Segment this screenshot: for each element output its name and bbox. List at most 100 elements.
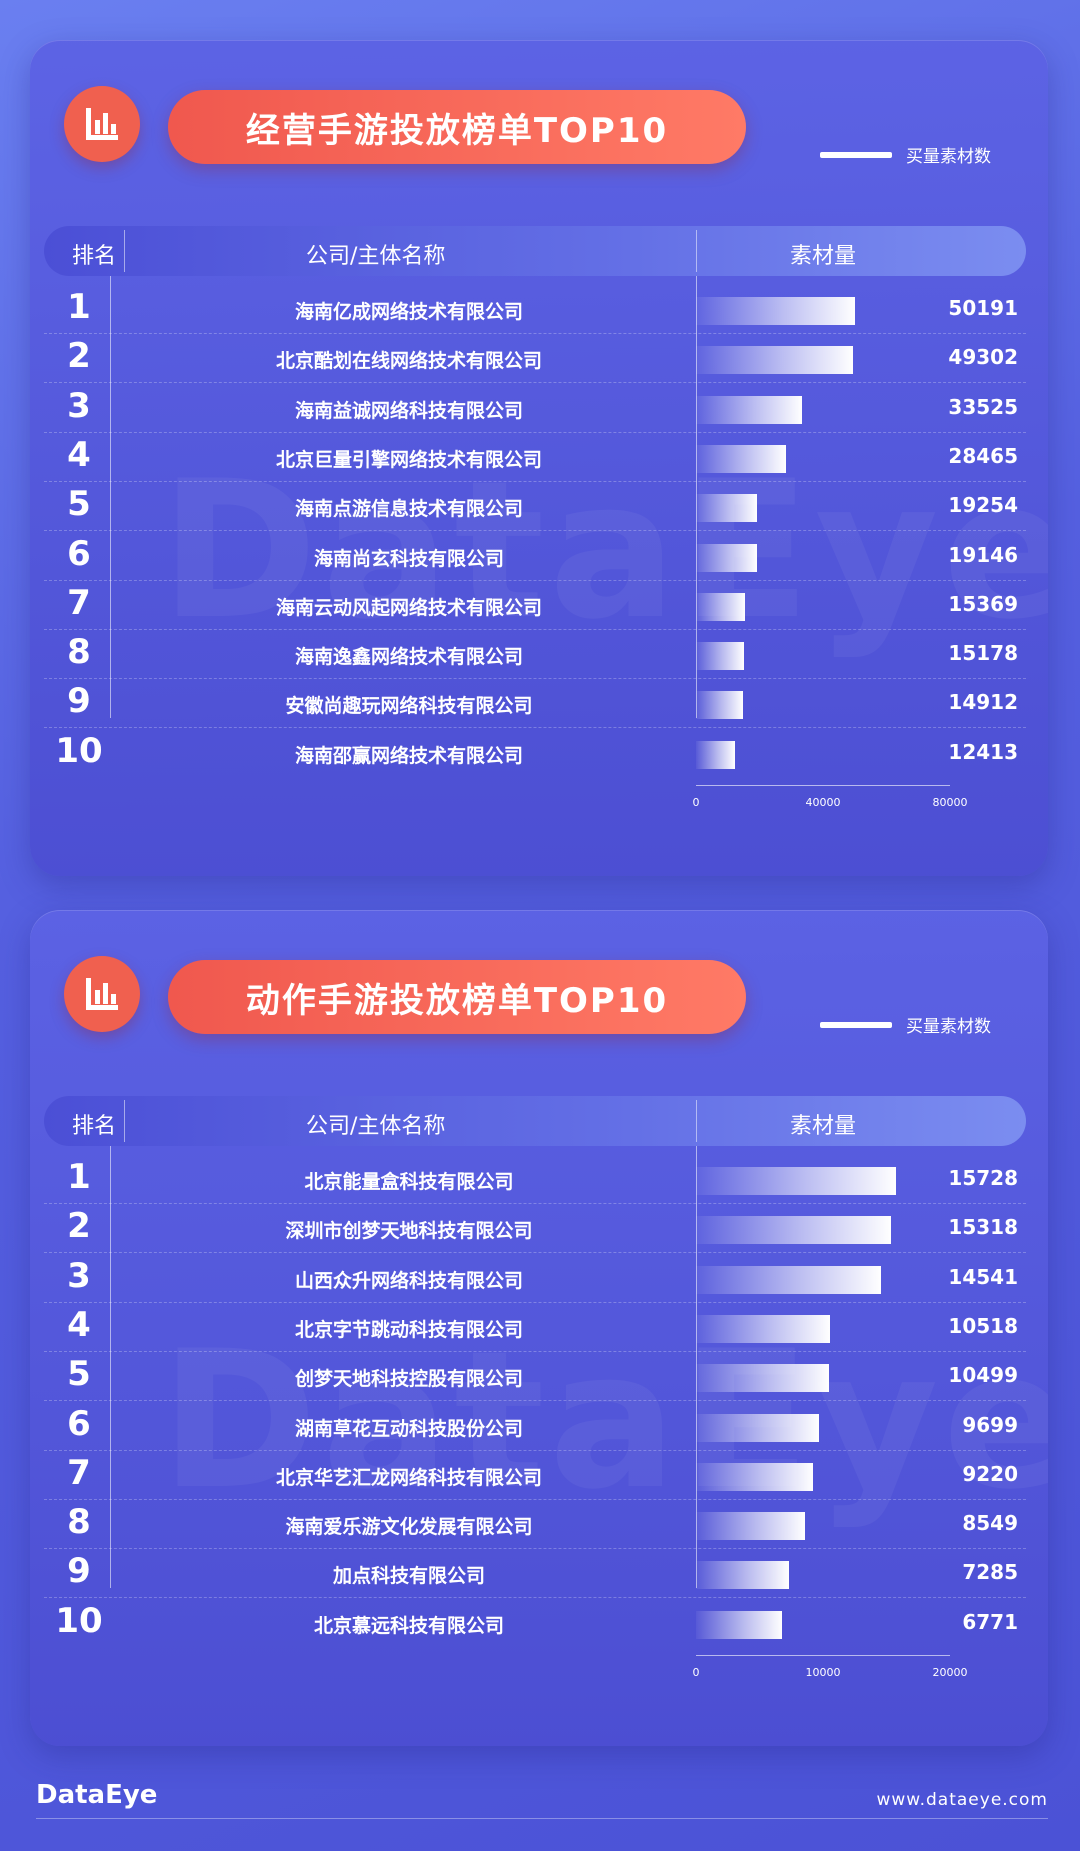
company-name: 安徽尚趣玩网络科技有限公司	[285, 695, 533, 718]
value-label: 10518	[948, 1313, 1018, 1338]
header-divider	[124, 230, 125, 272]
header-divider	[696, 1100, 697, 1142]
rank-number: 10	[55, 1600, 103, 1641]
rank-number: 6	[67, 1403, 91, 1444]
company-name: 海南邵赢网络技术有限公司	[294, 744, 523, 767]
legend-label: 买量素材数	[906, 147, 991, 167]
row-divider	[44, 628, 1026, 630]
row-divider	[44, 382, 1026, 384]
table-row: 10 海南邵赢网络技术有限公司 12413	[44, 729, 1026, 778]
bar	[696, 1512, 805, 1541]
row-divider	[44, 431, 1026, 433]
rank-number: 7	[67, 1452, 91, 1493]
value-label: 33525	[948, 394, 1018, 419]
company-name: 北京字节跳动科技有限公司	[294, 1318, 523, 1341]
row-divider	[44, 480, 1026, 482]
bar	[696, 642, 745, 671]
table-header: 排名 公司/主体名称 素材量	[44, 226, 1026, 276]
value-label: 15318	[948, 1215, 1018, 1240]
value-label: 7285	[962, 1560, 1018, 1585]
company-name: 北京慕远科技有限公司	[313, 1614, 504, 1637]
table-row: 10 北京慕远科技有限公司 6771	[44, 1599, 1026, 1648]
value-label: 10499	[948, 1363, 1018, 1388]
footer-logo: DataEye	[36, 1780, 158, 1810]
table-header: 排名 公司/主体名称 素材量	[44, 1096, 1026, 1146]
company-name: 北京华艺汇龙网络科技有限公司	[275, 1466, 542, 1489]
company-name: 海南亿成网络技术有限公司	[294, 301, 523, 323]
x-axis	[696, 1655, 950, 1656]
table-row: 3 山西众升网络科技有限公司 14541	[44, 1254, 1026, 1303]
header-divider	[696, 230, 697, 272]
value-label: 14541	[948, 1264, 1018, 1289]
bar	[696, 444, 787, 473]
rank-number: 2	[67, 1206, 91, 1247]
rank-number: 9	[67, 681, 91, 722]
chart-card-2: DataEye 动作手游投放榜单TOP10 买量素材数 排名 公司/主体名称 素…	[30, 910, 1048, 1746]
row-divider	[44, 579, 1026, 581]
table-row: 7 海南云动风起网络技术有限公司 15369	[44, 581, 1026, 630]
x-tick-label: 20000	[932, 1666, 968, 1679]
company-name: 北京酷划在线网络技术有限公司	[275, 350, 542, 373]
table-row: 3 海南益诚网络科技有限公司 33525	[44, 384, 1026, 433]
legend-swatch	[820, 1021, 892, 1028]
value-label: 50191	[948, 296, 1018, 320]
table-row: 6 海南尚玄科技有限公司 19146	[44, 532, 1026, 581]
value-label: 49302	[948, 345, 1018, 370]
table-row: 2 深圳市创梦天地科技有限公司 15318	[44, 1204, 1026, 1254]
bar	[696, 1561, 789, 1590]
company-name: 海南爱乐游文化发展有限公司	[285, 1516, 533, 1539]
row-divider	[44, 1548, 1026, 1550]
x-tick-label: 10000	[805, 1666, 841, 1679]
x-tick-label: 40000	[805, 796, 841, 809]
company-name: 海南尚玄科技有限公司	[313, 547, 504, 570]
footer-divider	[36, 1818, 1048, 1819]
row-divider	[44, 1350, 1026, 1352]
header-material: 素材量	[790, 1114, 857, 1139]
header-company: 公司/主体名称	[306, 244, 446, 269]
bar	[696, 1610, 782, 1639]
table-row: 5 海南点游信息技术有限公司 19254	[44, 482, 1026, 532]
rank-number: 8	[67, 632, 91, 673]
value-label: 19146	[948, 542, 1018, 567]
rank-number: 2	[67, 336, 91, 377]
row-divider	[44, 1498, 1026, 1500]
company-name: 加点科技有限公司	[332, 1565, 485, 1588]
value-label: 19254	[948, 493, 1018, 518]
bar	[696, 297, 856, 325]
table-row: 8 海南爱乐游文化发展有限公司 8549	[44, 1500, 1026, 1550]
bar	[696, 395, 803, 424]
footer-url[interactable]: www.dataeye.com	[876, 1790, 1048, 1810]
company-name: 创梦天地科技控股有限公司	[294, 1368, 523, 1391]
rank-number: 5	[67, 1354, 91, 1395]
rank-number: 4	[67, 434, 91, 475]
table-row: 2 北京酷划在线网络技术有限公司 49302	[44, 334, 1026, 384]
bar	[696, 494, 758, 523]
rank-number: 9	[67, 1551, 91, 1592]
table-row: 1 北京能量盒科技有限公司 15728	[44, 1155, 1026, 1204]
bar	[696, 1216, 891, 1245]
x-axis	[696, 785, 950, 786]
value-label: 15178	[948, 641, 1018, 666]
x-tick-label: 80000	[932, 796, 968, 809]
bar	[696, 1413, 820, 1442]
row-divider	[44, 530, 1026, 532]
bar	[696, 1265, 881, 1294]
table-row: 9 安徽尚趣玩网络科技有限公司 14912	[44, 679, 1026, 729]
bar	[696, 691, 744, 720]
rank-number: 5	[67, 484, 91, 525]
row-divider	[44, 1301, 1026, 1303]
row-divider	[44, 1400, 1026, 1402]
company-name: 海南点游信息技术有限公司	[294, 498, 523, 521]
company-name: 海南益诚网络科技有限公司	[294, 399, 523, 422]
table-row: 5 创梦天地科技控股有限公司 10499	[44, 1352, 1026, 1402]
rank-number: 7	[67, 582, 91, 623]
x-tick-label: 0	[692, 796, 700, 809]
header-divider	[124, 1100, 125, 1142]
value-label: 9220	[962, 1461, 1018, 1486]
header-rank: 排名	[72, 244, 117, 269]
row-divider	[44, 1203, 1026, 1204]
row-divider	[44, 1597, 1026, 1599]
company-name: 海南云动风起网络技术有限公司	[275, 596, 542, 619]
rank-number: 4	[67, 1304, 91, 1345]
legend-label: 买量素材数	[906, 1017, 991, 1037]
